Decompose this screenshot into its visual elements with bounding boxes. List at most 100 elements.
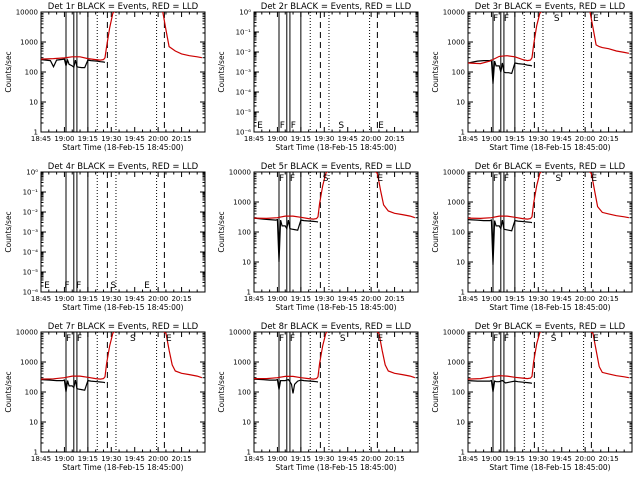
y-axis-label: Counts/sec: [431, 51, 440, 92]
panel-det-6: Det 6r BLACK = Events, RED = LLD 1 10 100 10…: [427, 160, 640, 320]
y-tick-label: 1000: [233, 199, 251, 207]
chart-svg: Det 4r BLACK = Events, RED = LLD 10⁻⁶ 10⁻⁵…: [4, 162, 206, 312]
y-tick-label: 10⁰: [239, 9, 251, 17]
x-axis-label: Start Time (18-Feb-15 18:45:00): [62, 303, 183, 312]
panel-det-8: Det 8r BLACK = Events, RED = LLD 1 10 100 10…: [213, 320, 427, 480]
y-tick-label: 10000: [443, 169, 465, 177]
x-tick-label: 19:45: [338, 295, 358, 303]
series-events-line: [41, 379, 106, 393]
x-tick-label: 18:45: [31, 295, 51, 303]
chart-title: Det 4r BLACK = Events, RED = LLD: [48, 162, 199, 172]
y-axis-label: Counts/sec: [4, 371, 13, 412]
event-marker-label: E: [144, 281, 150, 291]
series-events-line: [254, 217, 319, 263]
event-marker-label: F: [279, 174, 284, 184]
y-tick-label: 10⁻²: [23, 209, 39, 217]
event-marker-label: S: [340, 334, 346, 344]
series-lld-line: [41, 332, 203, 380]
y-tick-label: 10⁻²: [236, 49, 252, 57]
x-axis-label: Start Time (18-Feb-15 18:45:00): [62, 463, 183, 472]
x-tick-label: 18:45: [458, 295, 478, 303]
x-tick-label: 19:30: [528, 455, 548, 463]
x-tick-label: 19:00: [54, 135, 74, 143]
y-tick-label: 100: [452, 229, 465, 237]
x-tick-label: 19:45: [552, 455, 572, 463]
event-marker-label: S: [323, 174, 329, 184]
y-tick-label: 1000: [20, 359, 38, 367]
x-tick-label: 20:00: [148, 295, 168, 303]
plot-content: [65, 172, 165, 292]
y-tick-label: 1: [34, 449, 38, 457]
y-tick-label: 1000: [447, 39, 465, 47]
plot-content: [254, 332, 416, 452]
series-lld-line: [468, 332, 630, 380]
x-tick-label: 19:30: [314, 455, 334, 463]
y-tick-label: 100: [25, 69, 38, 77]
x-tick-label: 19:00: [267, 295, 287, 303]
plot-content: [278, 12, 378, 132]
panel-det-7: Det 7r BLACK = Events, RED = LLD 1 10 100 10…: [0, 320, 213, 480]
x-tick-label: 19:15: [505, 455, 525, 463]
series-events-line: [468, 379, 533, 393]
x-axis-label: Start Time (18-Feb-15 18:45:00): [62, 143, 183, 152]
event-marker-label: F: [290, 174, 295, 184]
y-axis-label: Counts/sec: [217, 51, 226, 92]
y-tick-label: 10⁻⁶: [23, 289, 39, 297]
event-marker-label: S: [338, 121, 344, 131]
x-axis-label: Start Time (18-Feb-15 18:45:00): [489, 143, 610, 152]
x-tick-label: 19:30: [101, 295, 121, 303]
x-tick-label: 19:15: [291, 295, 311, 303]
series-events-line: [254, 378, 319, 394]
x-tick-label: 19:45: [338, 135, 358, 143]
x-tick-label: 19:00: [267, 455, 287, 463]
x-axis-label: Start Time (18-Feb-15 18:45:00): [275, 303, 396, 312]
x-axis-label: Start Time (18-Feb-15 18:45:00): [489, 463, 610, 472]
event-marker-label: E: [44, 281, 50, 291]
x-tick-label: 19:45: [552, 135, 572, 143]
y-axis-label: Counts/sec: [431, 371, 440, 412]
y-tick-label: 10: [242, 419, 251, 427]
x-tick-label: 20:00: [361, 295, 381, 303]
y-tick-label: 10: [456, 99, 465, 107]
x-tick-label: 19:15: [291, 135, 311, 143]
y-tick-label: 1: [461, 289, 465, 297]
y-tick-label: 1: [247, 449, 251, 457]
x-tick-label: 19:00: [481, 455, 501, 463]
y-tick-label: 10000: [443, 329, 465, 337]
event-marker-label: E: [593, 14, 599, 24]
x-tick-label: 20:00: [361, 455, 381, 463]
event-marker-label: F: [279, 334, 284, 344]
x-tick-label: 20:15: [598, 135, 618, 143]
chart-svg: Det 3r BLACK = Events, RED = LLD 1 10 100 10…: [431, 2, 633, 152]
event-marker-label: E: [377, 174, 383, 184]
chart-title: Det 6r BLACK = Events, RED = LLD: [475, 162, 626, 172]
panel-det-1: Det 1r BLACK = Events, RED = LLD 1 10 100 10…: [0, 0, 213, 160]
chart-svg: Det 1r BLACK = Events, RED = LLD 1 10 100 10…: [4, 2, 206, 152]
x-tick-label: 19:30: [528, 135, 548, 143]
y-tick-label: 10⁻⁴: [236, 89, 252, 97]
chart-svg: Det 6r BLACK = Events, RED = LLD 1 10 100 10…: [431, 162, 633, 312]
y-tick-label: 10000: [16, 329, 38, 337]
x-tick-label: 19:45: [552, 295, 572, 303]
series-lld-line: [254, 172, 416, 220]
event-marker-label: S: [551, 334, 557, 344]
y-tick-label: 100: [238, 389, 251, 397]
x-tick-label: 20:00: [361, 135, 381, 143]
x-tick-label: 20:15: [384, 455, 404, 463]
x-tick-label: 19:30: [101, 135, 121, 143]
x-tick-label: 18:45: [244, 135, 264, 143]
x-axis-label: Start Time (18-Feb-15 18:45:00): [275, 143, 396, 152]
x-tick-label: 20:15: [598, 295, 618, 303]
panel-det-9: Det 9r BLACK = Events, RED = LLD 1 10 100 10…: [427, 320, 640, 480]
y-tick-label: 10000: [229, 169, 251, 177]
y-tick-label: 10⁰: [26, 169, 38, 177]
y-tick-label: 10000: [229, 329, 251, 337]
y-tick-label: 1000: [447, 359, 465, 367]
x-tick-label: 20:00: [575, 135, 595, 143]
y-tick-label: 10: [456, 259, 465, 267]
y-tick-label: 1000: [447, 199, 465, 207]
chart-title: Det 7r BLACK = Events, RED = LLD: [48, 322, 199, 332]
event-marker-label: S: [130, 334, 136, 344]
chart-svg: Det 9r BLACK = Events, RED = LLD 1 10 100 10…: [431, 322, 633, 472]
